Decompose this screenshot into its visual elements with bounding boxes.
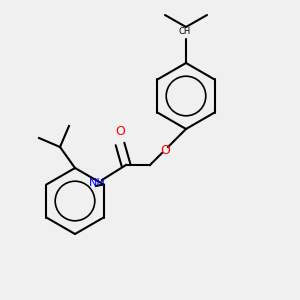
Text: O: O [160,143,170,157]
Text: CH: CH [178,27,190,36]
Text: O: O [115,125,125,138]
Text: NH: NH [89,178,106,188]
